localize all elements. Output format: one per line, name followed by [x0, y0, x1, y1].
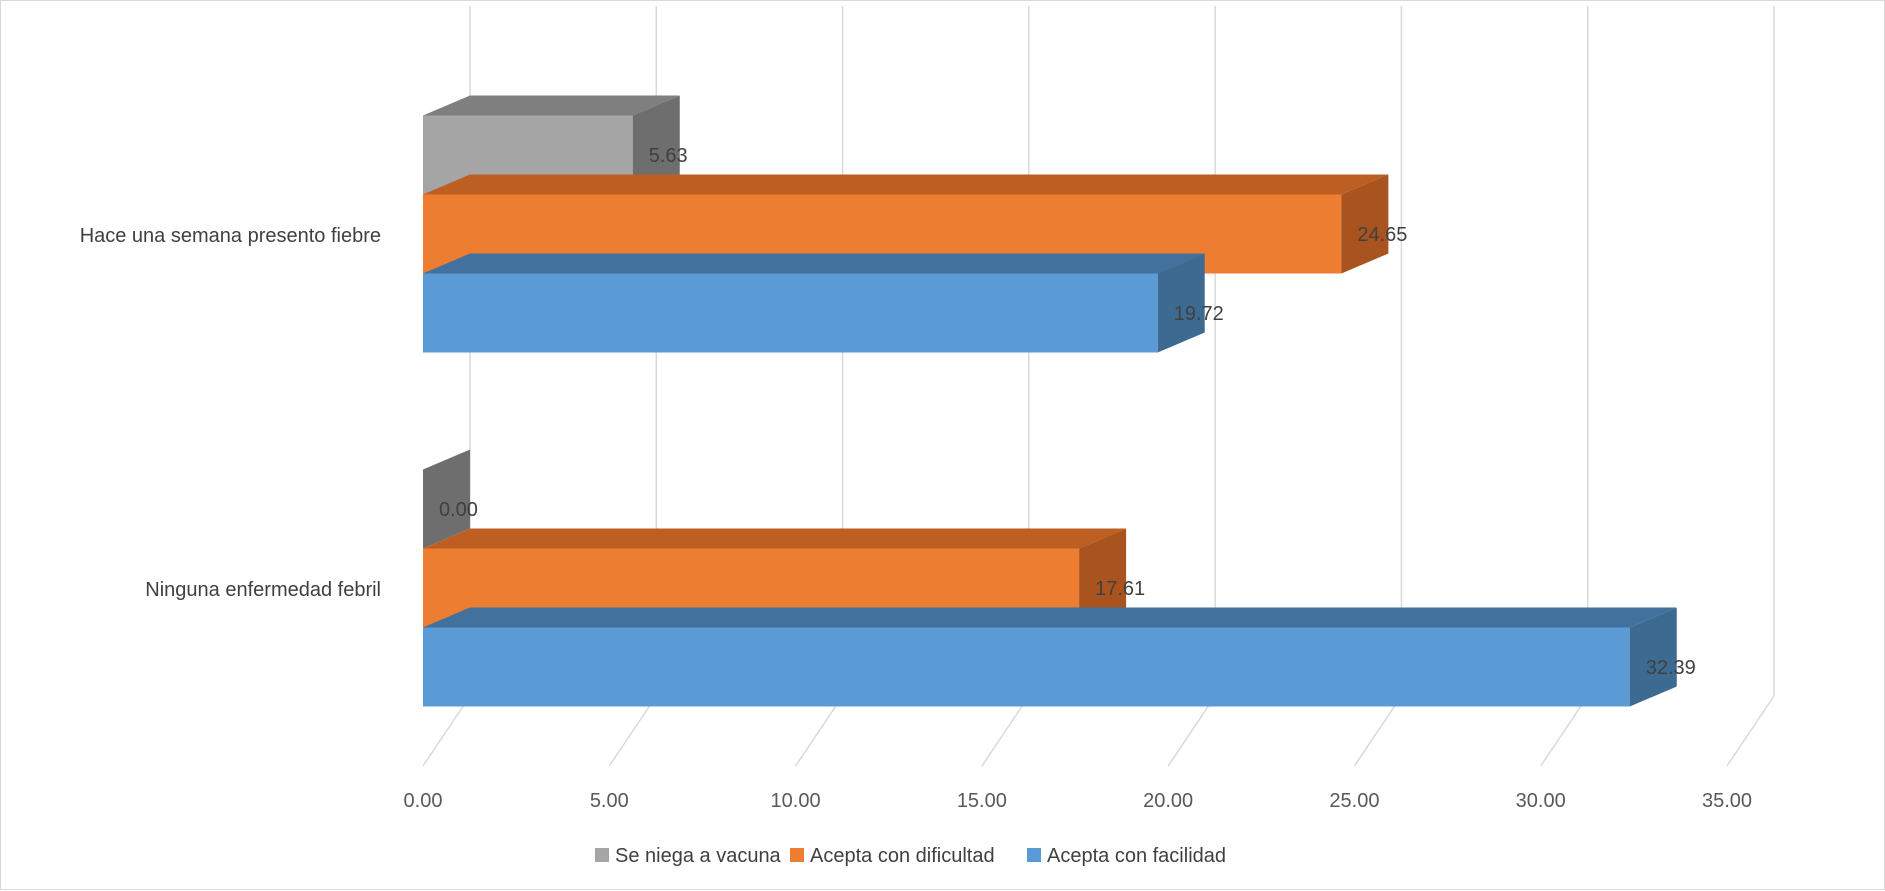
legend-swatch — [595, 848, 609, 862]
floor-gridline-6 — [1540, 695, 1589, 767]
category-label: Ninguna enfermedad febril — [145, 579, 381, 601]
floor-gridline-4 — [1167, 695, 1216, 767]
x-tick-label: 35.00 — [1702, 790, 1752, 812]
legend-label: Se niega a vacuna — [615, 845, 782, 867]
floor-gridline-2 — [794, 695, 844, 767]
floor-gridline-5 — [1353, 695, 1403, 767]
legend-item: Acepta con facilidad — [1027, 845, 1226, 867]
bar-side — [1629, 607, 1677, 707]
bar-side — [1157, 253, 1205, 353]
bar-front — [423, 627, 1630, 707]
data-label: 5.63 — [649, 145, 688, 167]
x-tick-label: 15.00 — [957, 790, 1007, 812]
bar-side — [1341, 174, 1389, 274]
data-label: 17.61 — [1095, 578, 1145, 600]
bar-top — [423, 607, 1677, 628]
bar-side — [423, 449, 470, 549]
legend-label: Acepta con facilidad — [1047, 845, 1226, 867]
bar-front — [423, 273, 1158, 353]
legend-item: Acepta con dificultad — [790, 845, 995, 867]
bar-side — [632, 95, 680, 195]
bar-top — [423, 528, 1127, 549]
x-tick-label: 0.00 — [404, 790, 443, 812]
x-tick-label: 30.00 — [1516, 790, 1566, 812]
x-tick-label: 10.00 — [771, 790, 821, 812]
bar — [423, 449, 470, 549]
bar-side — [1079, 528, 1127, 628]
data-label: 32.39 — [1646, 657, 1696, 679]
x-tick-label: 5.00 — [590, 790, 629, 812]
legend-swatch — [790, 848, 804, 862]
data-label: 0.00 — [439, 499, 478, 521]
x-tick-label: 20.00 — [1143, 790, 1193, 812]
x-tick-label: 25.00 — [1329, 790, 1379, 812]
legend-item: Se niega a vacuna — [595, 845, 782, 867]
bar-top — [423, 174, 1389, 195]
floor-gridline-3 — [981, 695, 1030, 767]
legend-label: Acepta con dificultad — [810, 845, 995, 867]
legend-swatch — [1027, 848, 1041, 862]
bar-top — [423, 95, 680, 116]
floor-gridline-7 — [1726, 695, 1775, 767]
category-label: Hace una semana presento fiebre — [80, 225, 381, 247]
data-label: 19.72 — [1174, 303, 1224, 325]
bar-top — [423, 253, 1205, 274]
bar — [423, 253, 1205, 353]
floor-gridline-1 — [608, 695, 657, 767]
data-label: 24.65 — [1357, 224, 1407, 246]
floor-gridline-0 — [422, 695, 471, 767]
bar — [423, 607, 1677, 707]
